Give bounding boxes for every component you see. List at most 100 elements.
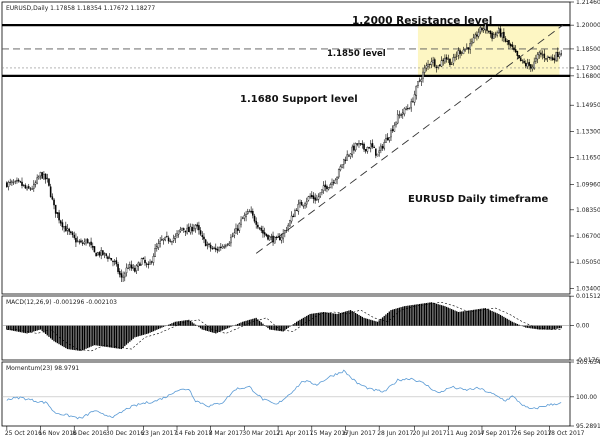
candle-body [514, 49, 517, 53]
candle-body [127, 267, 129, 269]
candle-body [34, 182, 37, 185]
candle-body [117, 263, 119, 273]
candle-body [348, 155, 350, 157]
consolidation-box [417, 25, 560, 76]
candle-body [73, 234, 76, 238]
candle-body [541, 54, 544, 56]
candle-body [516, 50, 519, 56]
candle-body [265, 233, 268, 236]
candle-body [189, 226, 192, 233]
candle-body [297, 203, 300, 212]
candle-body [14, 180, 17, 182]
candle-body [294, 210, 296, 217]
candle-body [373, 147, 375, 149]
candle-body [290, 215, 293, 222]
candle-body [390, 130, 392, 138]
candle-body [278, 236, 281, 241]
candle-body [349, 153, 352, 157]
candle-body [198, 225, 200, 231]
candle-body [396, 114, 399, 124]
candle-body [213, 247, 215, 249]
candle-body [65, 225, 67, 232]
candle-body [6, 182, 8, 188]
candle-body [17, 179, 20, 182]
candle-body [174, 236, 177, 239]
candle-body [164, 236, 167, 241]
candle-body [343, 158, 345, 165]
candle-body [68, 228, 70, 232]
candle-body [115, 260, 118, 265]
candle-body [26, 187, 28, 190]
candle-body [518, 55, 520, 59]
y-tick-label: 1.13300 [576, 128, 600, 135]
candle-body [248, 211, 251, 213]
y-tick-label: 1.11650 [576, 155, 600, 162]
candle-body [398, 114, 401, 116]
candle-body [546, 55, 549, 59]
candle-body [277, 236, 279, 238]
candle-body [289, 220, 291, 227]
candle-body [560, 53, 562, 55]
candle-body [454, 56, 456, 58]
candle-body [530, 64, 532, 69]
candle-body [524, 62, 527, 67]
candle-body [270, 236, 273, 238]
candle-body [154, 248, 156, 258]
candle-body [331, 182, 333, 185]
candle-body [423, 67, 426, 73]
candle-body [11, 181, 13, 183]
candle-body [171, 240, 173, 243]
candle-body [327, 187, 330, 190]
candle-body [435, 66, 438, 69]
candle-body [61, 222, 64, 228]
candle-body [253, 215, 256, 222]
momentum-group [2, 369, 570, 420]
candle-body [246, 211, 249, 214]
candle-body [258, 227, 261, 229]
candle-body [558, 54, 561, 58]
candle-body [7, 182, 10, 187]
candle-body [474, 34, 477, 39]
candle-body [223, 246, 225, 248]
candle-body [450, 63, 453, 65]
candle-body [218, 247, 220, 252]
candle-body [16, 180, 18, 182]
candle-body [220, 246, 222, 248]
candle-body [346, 154, 348, 161]
candle-body [304, 203, 306, 206]
momentum-header: Momentum(23) 98.9791 [6, 365, 79, 372]
candle-body [467, 47, 470, 50]
y-tick-label: 1.09960 [576, 181, 600, 188]
candle-body [88, 242, 91, 244]
candle-body [375, 148, 377, 156]
candle-body [351, 146, 354, 155]
candle-body [508, 40, 510, 45]
candle-body [285, 230, 288, 232]
candle-body [523, 61, 525, 63]
x-tick-label: 16 Nov 2016 [39, 430, 78, 437]
x-tick-label: 18 Oct 2017 [547, 430, 584, 437]
candle-body [380, 145, 382, 151]
x-tick-label: 30 Mar 2017 [242, 430, 280, 437]
candle-body [499, 28, 502, 37]
x-tick-label: 15 May 2017 [310, 430, 349, 437]
candle-body [199, 230, 202, 235]
candle-body [282, 233, 284, 239]
candle-body [41, 172, 44, 179]
candle-body [326, 186, 328, 190]
candle-body [56, 212, 59, 214]
candle-body [531, 66, 534, 70]
candle-body [334, 179, 337, 184]
candle-body [332, 182, 335, 184]
candle-body [255, 220, 257, 225]
macd-panel-frame [1, 295, 571, 361]
candle-body [48, 178, 50, 186]
candle-body [460, 52, 463, 54]
candle-body [400, 114, 402, 116]
candle-body [78, 241, 81, 243]
candle-body [240, 219, 242, 225]
timeframe-annotation: EURUSD Daily timeframe [408, 194, 549, 205]
candle-body [29, 188, 32, 190]
candle-body [149, 261, 151, 265]
